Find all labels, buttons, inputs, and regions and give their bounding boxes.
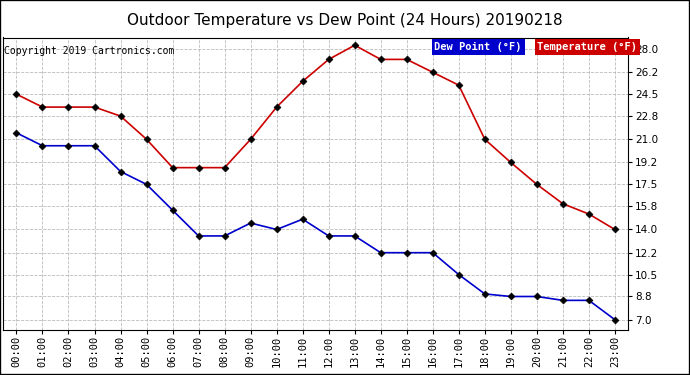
Text: Copyright 2019 Cartronics.com: Copyright 2019 Cartronics.com (4, 46, 175, 56)
Text: Outdoor Temperature vs Dew Point (24 Hours) 20190218: Outdoor Temperature vs Dew Point (24 Hou… (127, 13, 563, 28)
Text: Temperature (°F): Temperature (°F) (538, 42, 638, 52)
Text: Dew Point (°F): Dew Point (°F) (434, 42, 522, 52)
